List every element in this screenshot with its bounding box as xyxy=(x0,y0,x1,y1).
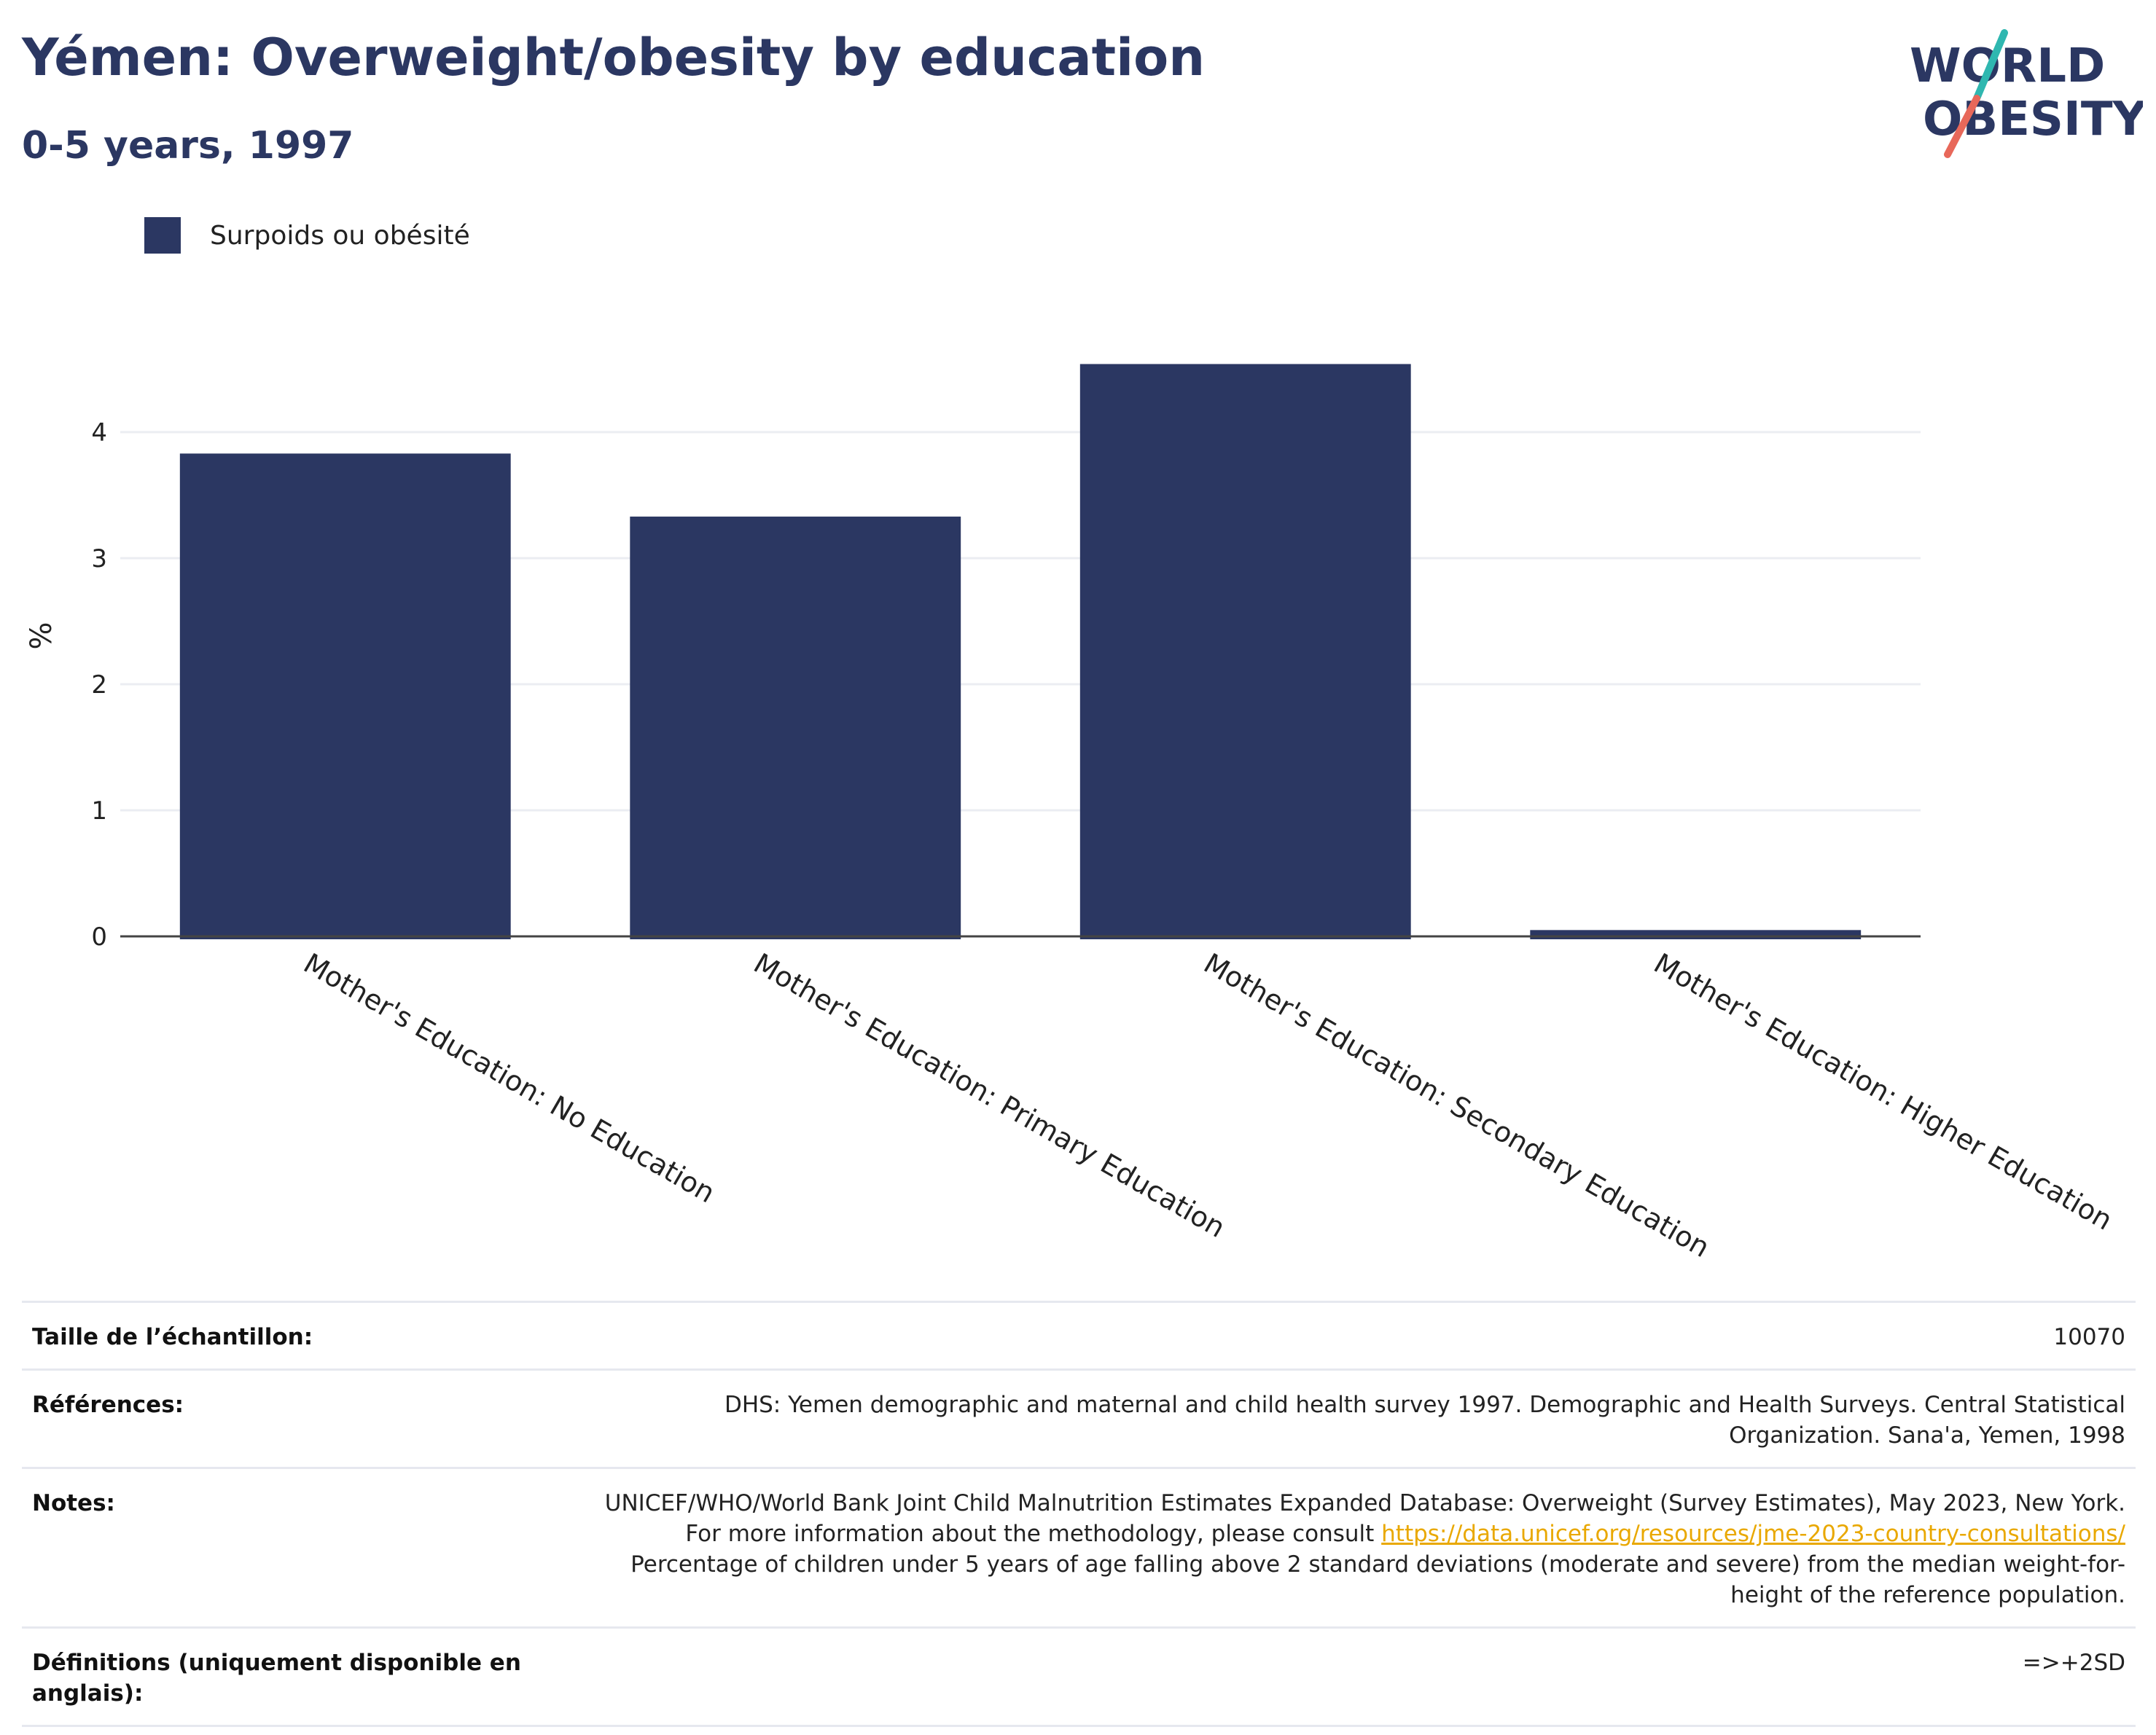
notes-value: UNICEF/WHO/World Bank Joint Child Malnut… xyxy=(567,1467,2136,1628)
sample-size-value: 10070 xyxy=(567,1301,2136,1370)
y-axis-title: % xyxy=(25,622,58,649)
notes-text-2: Percentage of children under 5 years of … xyxy=(630,1551,2125,1608)
chart-title: Yémen: Overweight/obesity by education xyxy=(22,28,1206,87)
info-row-sample: Taille de l’échantillon: 10070 xyxy=(22,1301,2136,1370)
logo-slash-top xyxy=(1973,29,2008,102)
bar[interactable] xyxy=(179,453,511,939)
y-tick-label: 1 xyxy=(91,796,107,826)
legend: Surpoids ou obésité xyxy=(144,215,470,256)
bars xyxy=(179,364,1862,939)
y-tick-label: 4 xyxy=(91,418,107,447)
bar[interactable] xyxy=(1079,364,1411,939)
logo-word-world: WORLD xyxy=(1910,39,2105,93)
chart-subtitle: 0-5 years, 1997 xyxy=(22,124,354,168)
notes-text-1: UNICEF/WHO/World Bank Joint Child Malnut… xyxy=(604,1490,2125,1547)
legend-swatch xyxy=(144,217,181,254)
logo-slash-bottom xyxy=(1944,95,1980,158)
definitions-label: Définitions (uniquement disponible en an… xyxy=(22,1626,567,1727)
x-tick-label: Mother's Education: Higher Education xyxy=(1649,947,2118,1237)
info-row-notes: Notes: UNICEF/WHO/World Bank Joint Child… xyxy=(22,1467,2136,1628)
info-row-definitions: Définitions (uniquement disponible en an… xyxy=(22,1626,2136,1727)
bar[interactable] xyxy=(1530,930,1862,939)
legend-label: Surpoids ou obésité xyxy=(210,220,470,251)
x-axis-labels: Mother's Education: No Education Mother's… xyxy=(298,947,2117,1264)
x-tick-label: Mother's Education: Primary Education xyxy=(749,947,1231,1244)
y-axis-ticks: 0 1 2 3 4 xyxy=(91,418,107,952)
x-tick-label: Mother's Education: No Education xyxy=(298,947,720,1210)
bar[interactable] xyxy=(630,516,961,939)
y-tick-label: 3 xyxy=(91,544,107,573)
notes-label: Notes: xyxy=(22,1467,567,1628)
world-obesity-logo: WORLD OBESITY xyxy=(1910,29,2143,158)
references-label: Références: xyxy=(22,1368,567,1468)
references-value: DHS: Yemen demographic and maternal and … xyxy=(567,1368,2136,1468)
info-table: Taille de l’échantillon: 10070 Référence… xyxy=(22,1301,2136,1727)
y-tick-label: 2 xyxy=(91,670,107,700)
definitions-value: =>+2SD xyxy=(567,1626,2136,1727)
sample-size-label: Taille de l’échantillon: xyxy=(22,1301,567,1370)
x-tick-label: Mother's Education: Secondary Education xyxy=(1198,947,1715,1264)
info-row-references: Références: DHS: Yemen demographic and m… xyxy=(22,1368,2136,1468)
notes-link[interactable]: https://data.unicef.org/resources/jme-20… xyxy=(1381,1521,2125,1547)
y-tick-label: 0 xyxy=(91,923,107,952)
